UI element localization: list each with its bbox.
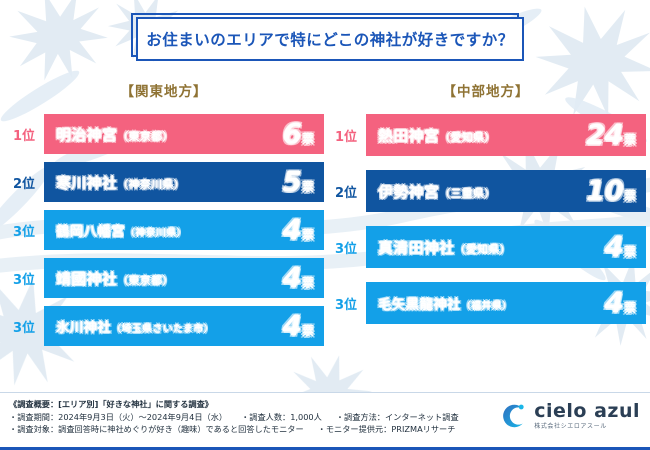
- title-text: お住まいのエリアで特にどこの神社が好きですか？: [146, 31, 514, 49]
- region-column-chubu: 【中部地方】 1位 熱田神宮（愛知県） 24 票 2位 伊勢神宮（三重県） 10 票…: [326, 80, 646, 332]
- rank-label: 1位: [334, 129, 358, 145]
- prefecture-label: （三重県）: [439, 186, 496, 200]
- logo-subtitle: 株式会社シエロアスール: [534, 423, 607, 430]
- shrine-name: 氷川神社（埼玉県さいたま市）: [56, 320, 214, 336]
- shrine-name: 寒川神社（神奈川県）: [56, 173, 186, 192]
- survey-monitor-provider: ・モニター提供元：PRIZMAリサーチ: [317, 424, 456, 435]
- logo-text-group: cielo azul 株式会社シエロアスール: [534, 402, 640, 430]
- rank-label: 1位: [12, 128, 36, 144]
- survey-method: ・調査方法：インターネット調査: [335, 411, 459, 422]
- survey-sample-size: ・調査人数：1,000人: [241, 411, 322, 422]
- survey-target: ・調査対象：調査回答時に神社めぐりが好き（趣味）であると回答したモニター: [9, 424, 304, 435]
- prefecture-label: （愛知県）: [439, 130, 496, 144]
- shrine-name: 鶴岡八幡宮（神奈川県）: [56, 224, 187, 240]
- ranking-row[interactable]: 1位 熱田神宮（愛知県） 24 票: [326, 114, 646, 156]
- shrine-name: 伊勢神宮（三重県）: [378, 182, 496, 201]
- page-title: お住まいのエリアで特にどこの神社が好きですか？: [131, 13, 524, 61]
- rank-label: 3位: [12, 272, 36, 288]
- ranking-list-chubu: 1位 熱田神宮（愛知県） 24 票 2位 伊勢神宮（三重県） 10 票 3位 真清田…: [326, 114, 646, 324]
- ranking-bar: 伊勢神宮（三重県） 10 票: [366, 170, 646, 212]
- vote-count: 24 票: [586, 118, 636, 151]
- rank-label: 2位: [334, 185, 358, 201]
- logo-name: cielo azul: [534, 400, 640, 422]
- rank-label: 2位: [12, 176, 36, 192]
- rank-label: 3位: [334, 241, 358, 257]
- rank-label: 3位: [334, 297, 358, 313]
- region-heading-kanto: 【関東地方】: [120, 84, 208, 100]
- ranking-bar: 熱田神宮（愛知県） 24 票: [366, 114, 646, 156]
- ranking-row[interactable]: 2位 伊勢神宮（三重県） 10 票: [326, 170, 646, 212]
- survey-period: ・調査期間：2024年9月3日（火）～2024年9月4日（水）: [9, 411, 228, 422]
- prefecture-label: （神奈川県）: [117, 177, 186, 191]
- shrine-name: 明治神宮（東京都）: [56, 125, 174, 144]
- prefecture-label: （東京都）: [117, 273, 174, 287]
- prefecture-label: （神奈川県）: [125, 228, 187, 239]
- survey-details: 《調査概要：[エリア別]「好きな神社」に関する調査》 ・調査期間：2024年9月…: [9, 398, 459, 436]
- prefecture-label: （愛知県）: [454, 242, 512, 256]
- footer: 《調査概要：[エリア別]「好きな神社」に関する調査》 ・調査期間：2024年9月…: [0, 392, 650, 450]
- company-logo[interactable]: cielo azul 株式会社シエロアスール: [498, 401, 640, 431]
- title-box: お住まいのエリアで特にどこの神社が好きですか？: [136, 17, 524, 61]
- cielo-azul-mark-icon: [503, 404, 524, 428]
- rank-label: 3位: [12, 224, 36, 240]
- vote-count: 10 票: [586, 174, 636, 207]
- shrine-name: 靖國神社（東京都）: [56, 269, 174, 288]
- prefecture-label: （埼玉県さいたま市）: [111, 324, 214, 335]
- prefecture-label: （東京都）: [117, 129, 174, 143]
- shrine-name: 熱田神宮（愛知県）: [378, 126, 496, 145]
- survey-summary-title: 《調査概要：[エリア別]「好きな神社」に関する調査》: [9, 399, 213, 409]
- region-heading-chubu: 【中部地方】: [442, 84, 530, 100]
- prefecture-label: （福井県）: [460, 301, 513, 312]
- shrine-name: 真清田神社（愛知県）: [378, 238, 512, 257]
- shrine-name: 毛矢黒龍神社（福井県）: [378, 297, 513, 313]
- rank-label: 3位: [12, 320, 36, 336]
